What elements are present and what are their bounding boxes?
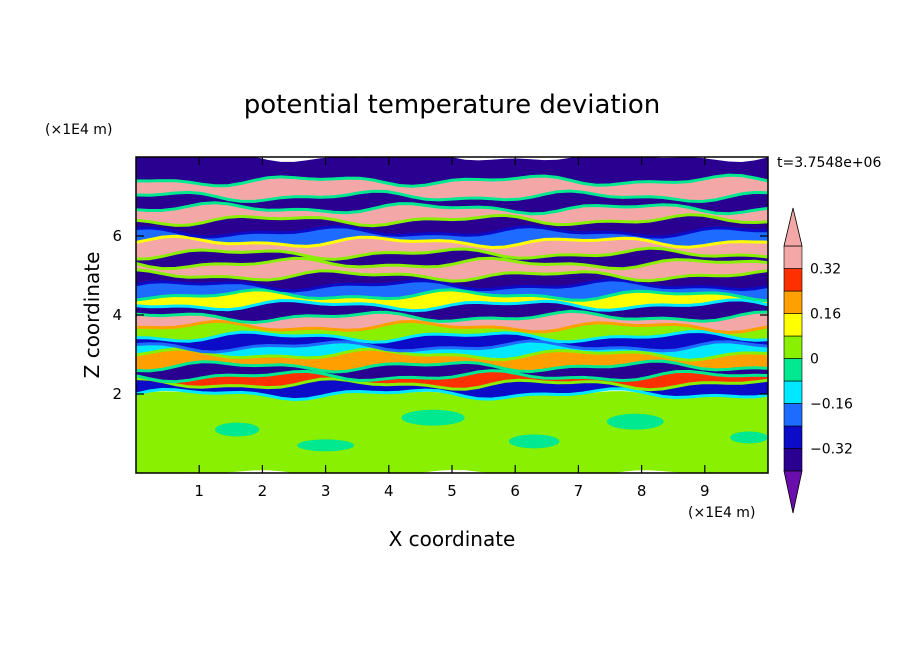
y-tick-label: 6 xyxy=(112,227,122,245)
y-axis-label: Z coordinate xyxy=(80,252,104,379)
colorbar-segment xyxy=(783,380,803,404)
contour-edge xyxy=(136,309,768,325)
x-axis-label: X coordinate xyxy=(389,527,516,551)
contour-edge xyxy=(136,189,768,204)
contour-edge xyxy=(136,246,768,261)
chart-title: potential temperature deviation xyxy=(244,90,660,120)
y-unit-label: (×1E4 m) xyxy=(45,122,112,138)
x-tick-label: 4 xyxy=(384,482,394,500)
x-tick-label: 2 xyxy=(258,482,268,500)
y-tick-label: 2 xyxy=(112,385,122,403)
field-patch xyxy=(297,439,355,452)
colorbar-segment xyxy=(783,448,803,472)
colorbar: 0.32 0.16 0 −0.16 −0.32 xyxy=(783,207,853,514)
contour-edge xyxy=(136,173,768,188)
contour-band xyxy=(136,340,768,361)
x-tick-label: 1 xyxy=(194,482,204,500)
colorbar-tick-label: −0.32 xyxy=(810,442,853,458)
contour-edge xyxy=(136,347,768,362)
contour-edge xyxy=(136,369,768,384)
contour-edge xyxy=(136,339,768,354)
field-patch xyxy=(508,434,560,449)
contour-band xyxy=(136,157,768,173)
colorbar-segment xyxy=(783,425,803,449)
contour-band xyxy=(136,226,768,248)
contour-edge xyxy=(136,268,768,283)
contour-edge xyxy=(136,213,768,228)
contour-edge xyxy=(136,234,768,250)
x-tick-label: 7 xyxy=(574,482,584,500)
colorbar-tick-label: −0.16 xyxy=(810,397,853,413)
colorbar-extend-bottom xyxy=(783,470,803,514)
contour-band xyxy=(136,321,768,343)
contour-edge xyxy=(136,201,768,216)
colorbar-tick-label: 0.32 xyxy=(810,262,841,278)
contour-field xyxy=(136,157,768,473)
x-tick-label: 8 xyxy=(637,482,647,500)
x-tick-label: 6 xyxy=(510,482,520,500)
x-unit-label: (×1E4 m) xyxy=(688,505,755,521)
colorbar-segment xyxy=(783,245,803,269)
contour-edge xyxy=(136,256,768,271)
colorbar-segment xyxy=(783,268,803,292)
x-tick-label: 9 xyxy=(700,482,710,500)
contour-edge xyxy=(136,278,768,293)
colorbar-tick-label: 0 xyxy=(810,352,819,368)
field-patch xyxy=(401,409,465,426)
contour-edge xyxy=(136,359,768,374)
field-patch xyxy=(215,422,260,437)
time-label: t=3.7548e+06 xyxy=(777,155,881,171)
colorbar-tick-label: 0.16 xyxy=(810,307,841,323)
colorbar-segment xyxy=(783,403,803,427)
field-patch xyxy=(606,413,664,430)
colorbar-segment xyxy=(783,335,803,359)
contour-edge xyxy=(136,329,768,344)
x-tick-label: 3 xyxy=(321,482,331,500)
colorbar-segment xyxy=(783,358,803,382)
y-tick-label: 4 xyxy=(112,306,122,324)
colorbar-extend-top xyxy=(783,207,803,247)
contour-edge xyxy=(136,288,768,303)
field-patch xyxy=(730,431,768,444)
y-axis: 2 4 6 xyxy=(112,227,768,403)
contour-edge xyxy=(136,387,768,402)
contour-edge xyxy=(136,298,768,313)
contour-band xyxy=(136,370,768,390)
colorbar-segment xyxy=(783,290,803,314)
colorbar-segment xyxy=(783,313,803,337)
contour-edge xyxy=(136,225,768,239)
contour-edge xyxy=(136,319,768,335)
x-axis: 1 2 3 4 5 6 7 8 9 xyxy=(194,157,710,500)
x-tick-label: 5 xyxy=(447,482,457,500)
contour-band xyxy=(136,175,768,202)
contour-edge xyxy=(136,377,768,392)
contour-band xyxy=(136,289,768,311)
